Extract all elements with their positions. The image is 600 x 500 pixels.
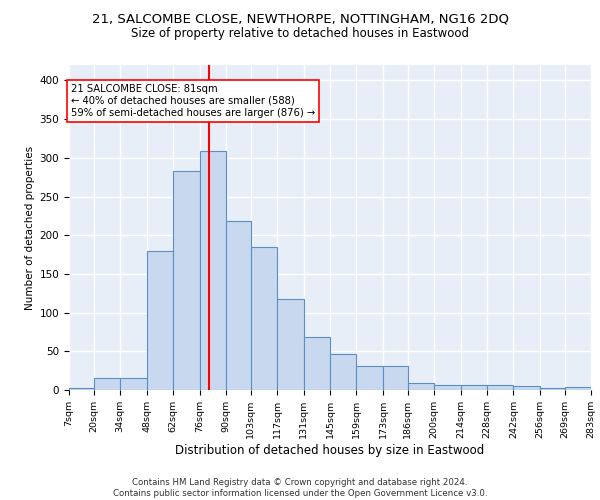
Bar — [514, 386, 540, 390]
Text: 21 SALCOMBE CLOSE: 81sqm
← 40% of detached houses are smaller (588)
59% of semi-: 21 SALCOMBE CLOSE: 81sqm ← 40% of detach… — [71, 84, 315, 117]
Bar — [487, 386, 514, 390]
Bar — [434, 384, 461, 390]
Bar — [173, 171, 199, 390]
Bar — [330, 354, 356, 390]
Y-axis label: Number of detached properties: Number of detached properties — [25, 146, 35, 310]
Bar — [94, 378, 120, 390]
Bar — [251, 247, 277, 390]
Text: Size of property relative to detached houses in Eastwood: Size of property relative to detached ho… — [131, 28, 469, 40]
Bar — [461, 386, 487, 390]
Bar — [120, 378, 146, 390]
X-axis label: Distribution of detached houses by size in Eastwood: Distribution of detached houses by size … — [175, 444, 485, 456]
Bar — [304, 336, 330, 390]
Text: 21, SALCOMBE CLOSE, NEWTHORPE, NOTTINGHAM, NG16 2DQ: 21, SALCOMBE CLOSE, NEWTHORPE, NOTTINGHA… — [91, 12, 509, 26]
Text: Contains HM Land Registry data © Crown copyright and database right 2024.
Contai: Contains HM Land Registry data © Crown c… — [113, 478, 487, 498]
Bar — [540, 388, 565, 390]
Bar — [277, 298, 304, 390]
Bar — [356, 366, 383, 390]
Bar — [69, 388, 94, 390]
Bar — [146, 250, 173, 390]
Bar — [226, 222, 251, 390]
Bar — [407, 383, 434, 390]
Bar — [199, 151, 226, 390]
Bar — [383, 366, 407, 390]
Bar — [565, 387, 591, 390]
